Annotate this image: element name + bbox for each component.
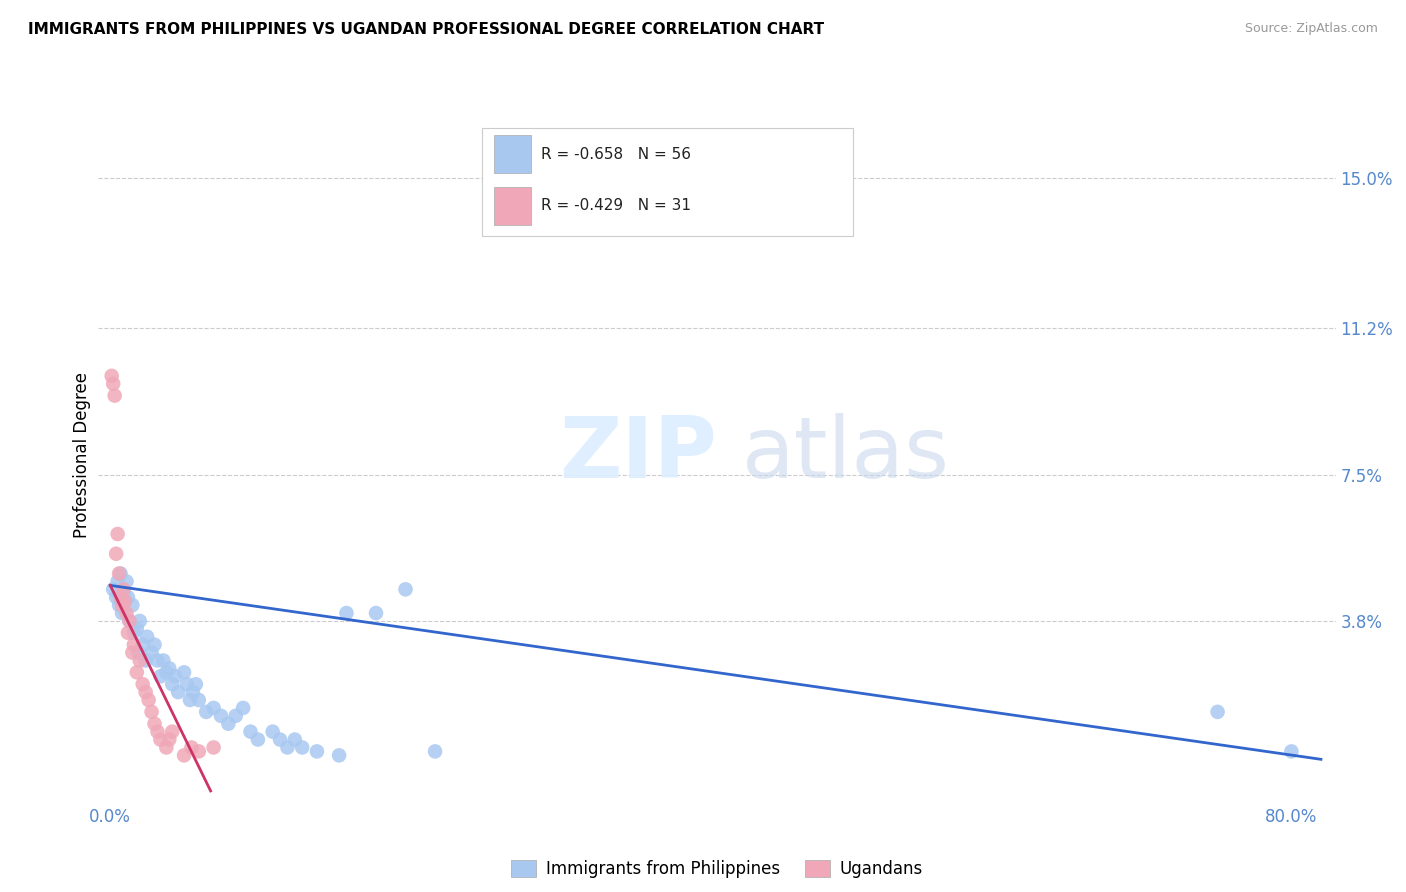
Text: R = -0.429   N = 31: R = -0.429 N = 31 <box>541 198 692 213</box>
Point <box>276 740 298 755</box>
Point <box>104 389 127 403</box>
Text: R = -0.658   N = 56: R = -0.658 N = 56 <box>541 147 692 161</box>
Point <box>127 646 149 660</box>
Point <box>262 724 284 739</box>
Point <box>155 665 177 680</box>
Point <box>112 586 135 600</box>
Point <box>132 677 155 691</box>
Point <box>187 693 209 707</box>
Point <box>173 665 195 680</box>
Point <box>157 732 180 747</box>
Point <box>1279 744 1302 758</box>
FancyBboxPatch shape <box>495 187 531 226</box>
Point <box>179 693 201 707</box>
Point <box>232 701 254 715</box>
Point <box>162 677 184 691</box>
Point <box>141 705 163 719</box>
Text: Source: ZipAtlas.com: Source: ZipAtlas.com <box>1244 22 1378 36</box>
Point <box>110 566 132 581</box>
Point <box>107 574 129 589</box>
FancyBboxPatch shape <box>495 135 531 173</box>
Point <box>114 594 136 608</box>
Point <box>284 732 307 747</box>
Point <box>136 630 159 644</box>
Point <box>162 724 184 739</box>
Point <box>165 669 187 683</box>
Legend: Immigrants from Philippines, Ugandans: Immigrants from Philippines, Ugandans <box>505 854 929 885</box>
Point <box>125 665 148 680</box>
Text: IMMIGRANTS FROM PHILIPPINES VS UGANDAN PROFESSIONAL DEGREE CORRELATION CHART: IMMIGRANTS FROM PHILIPPINES VS UGANDAN P… <box>28 22 824 37</box>
Text: atlas: atlas <box>742 413 950 497</box>
Point <box>121 646 143 660</box>
Point <box>176 677 198 691</box>
Point <box>118 614 141 628</box>
Point <box>108 598 131 612</box>
Point <box>135 653 157 667</box>
Point <box>117 625 139 640</box>
Point <box>118 614 141 628</box>
Point <box>108 566 131 581</box>
Point <box>184 677 207 691</box>
Text: ZIP: ZIP <box>560 413 717 497</box>
Point <box>195 705 218 719</box>
Point <box>202 740 225 755</box>
Point <box>112 582 135 597</box>
Point <box>115 606 138 620</box>
Point <box>105 591 128 605</box>
Point <box>217 716 239 731</box>
Point <box>246 732 269 747</box>
Point <box>121 598 143 612</box>
Point <box>146 653 169 667</box>
Point <box>1206 705 1229 719</box>
Point <box>111 606 134 620</box>
Point <box>187 744 209 758</box>
Point <box>125 622 148 636</box>
Point <box>157 661 180 675</box>
Point <box>181 685 204 699</box>
Point <box>146 724 169 739</box>
Point <box>239 724 262 739</box>
Point <box>209 708 232 723</box>
Point <box>305 744 328 758</box>
Point <box>143 716 166 731</box>
Point <box>128 614 150 628</box>
Point <box>103 582 125 597</box>
Point <box>105 547 128 561</box>
Point <box>100 368 122 383</box>
Point <box>328 748 350 763</box>
Point <box>111 598 134 612</box>
Point <box>143 638 166 652</box>
Point <box>107 527 129 541</box>
Point <box>138 693 160 707</box>
Point <box>269 732 291 747</box>
Point <box>115 574 138 589</box>
Point <box>152 653 174 667</box>
Point <box>167 685 190 699</box>
Point <box>117 591 139 605</box>
Point <box>128 653 150 667</box>
Point <box>110 591 132 605</box>
Point <box>135 685 157 699</box>
Point <box>141 646 163 660</box>
Point <box>103 376 125 391</box>
Point <box>202 701 225 715</box>
FancyBboxPatch shape <box>482 128 853 235</box>
Point <box>180 740 202 755</box>
Point <box>155 740 177 755</box>
Point <box>122 638 145 652</box>
Point <box>149 732 172 747</box>
Point <box>364 606 387 620</box>
Point <box>225 708 247 723</box>
Point <box>423 744 446 758</box>
Point <box>173 748 195 763</box>
Point <box>149 669 172 683</box>
Point <box>132 638 155 652</box>
Point <box>335 606 357 620</box>
Point <box>394 582 416 597</box>
Y-axis label: Professional Degree: Professional Degree <box>73 372 91 538</box>
Point <box>291 740 314 755</box>
Point <box>114 594 136 608</box>
Point <box>122 625 145 640</box>
